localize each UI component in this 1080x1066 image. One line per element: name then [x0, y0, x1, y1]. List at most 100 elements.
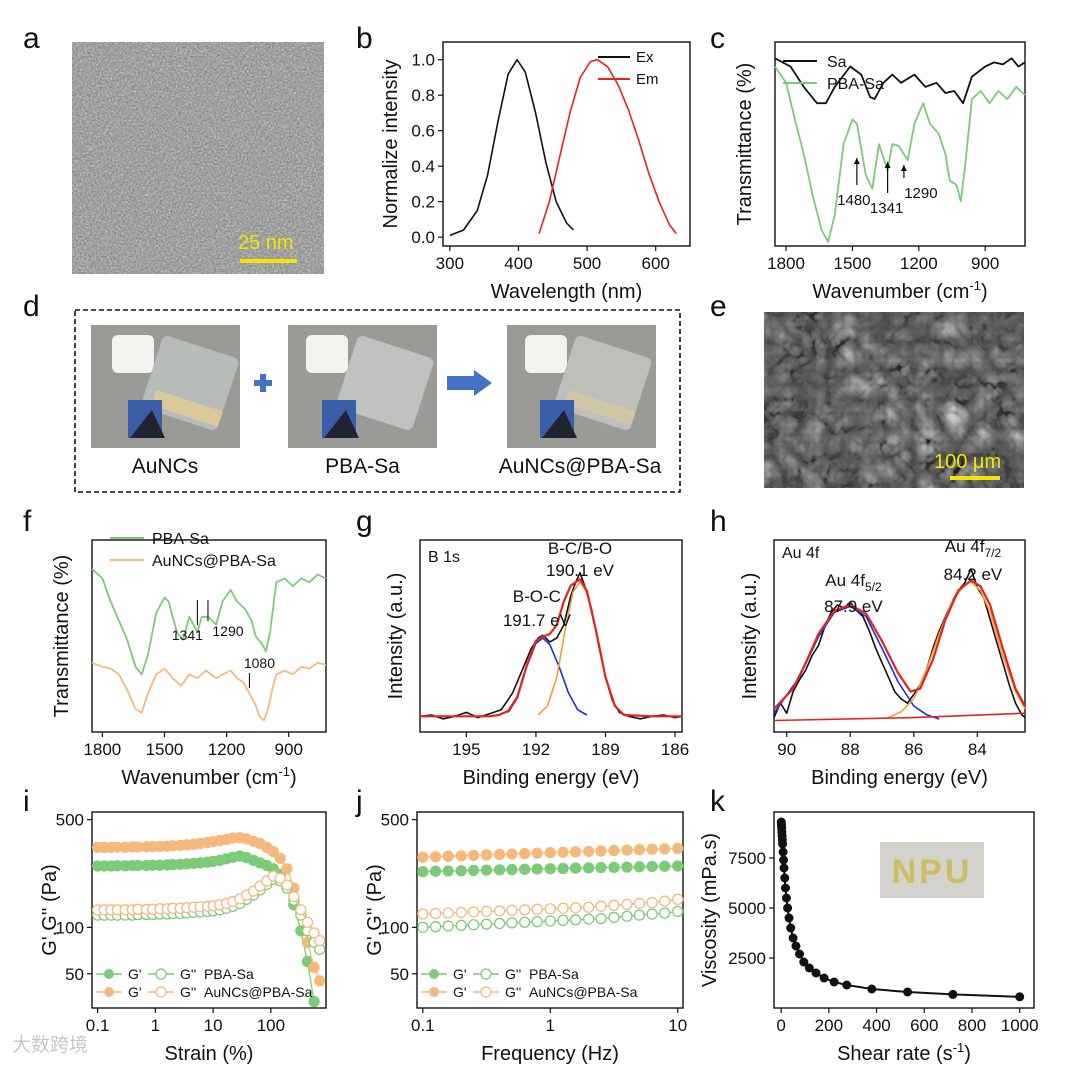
panel-label-f: f	[23, 505, 32, 538]
chart-title-g: B 1s	[428, 549, 460, 566]
panel-label-g: g	[356, 505, 373, 538]
series-g-pba-sa-point	[672, 905, 684, 918]
legend-label-j: G''	[505, 984, 521, 1000]
series-g-auncs-pba-sa-point	[646, 896, 658, 909]
photo-caption-pba-sa: PBA-Sa	[325, 455, 400, 478]
annotation-c: 1480	[837, 192, 870, 209]
plot-frame-g	[419, 539, 683, 733]
panel-e-scale-text: 100 μm	[934, 451, 1001, 473]
series-g-auncs-pba-sa-point	[455, 850, 467, 862]
legend-label-i: G''	[180, 966, 196, 982]
x-axis-label-h: Binding energy (eV)	[811, 767, 988, 789]
series-g-auncs-pba-sa-point	[506, 848, 518, 860]
y-axis-label-k: Viscosity (mPa.s)	[699, 833, 721, 987]
x-tick-label-h: 88	[841, 740, 860, 759]
chart-j: 0.1 1 10 50 100 500 Frequency (Hz) G',G'' (Pa) G…	[364, 811, 687, 1065]
x-tick-label-h: 90	[777, 740, 796, 759]
series-viscosity-point	[811, 968, 821, 978]
legend-marker-i	[155, 986, 167, 998]
x-tick-label-j: 10	[668, 1016, 687, 1035]
x-axis-label-j: Frequency (Hz)	[481, 1043, 619, 1065]
y-tick-label-b: 0.2	[411, 193, 435, 212]
series-g-auncs-pba-sa-point	[274, 852, 286, 865]
plot-frame-k	[773, 811, 1035, 1009]
legend-label-j: G'	[453, 966, 467, 982]
x-tick-label-i: 10	[204, 1016, 223, 1035]
series-viscosity-point	[804, 963, 814, 973]
y-tick-label-b: 0.0	[411, 228, 435, 247]
series-g-auncs-pba-sa-point	[569, 902, 582, 914]
y-axis-label-i: G',G'' (Pa)	[39, 864, 61, 955]
arrow-right-icon	[447, 370, 492, 396]
series-g-pba-sa-point	[557, 862, 569, 875]
x-tick-label-h: 86	[904, 740, 923, 759]
series-viscosity-point	[842, 980, 852, 990]
plus-icon	[254, 374, 272, 392]
series-g-auncs-pba-sa-point	[646, 843, 658, 855]
x-tick-label-i: 0.1	[86, 1016, 110, 1035]
series-g-pba-sa-point	[519, 863, 531, 875]
legend-marker-j	[480, 968, 492, 980]
series-viscosity-point	[948, 989, 958, 999]
x-tick-label-c: 1800	[767, 254, 805, 273]
legend-label-i: G''	[180, 984, 196, 1000]
series-g-auncs-pba-sa-point	[480, 905, 493, 918]
photo-caption-aunc-pba-sa: AuNCs@PBA-Sa	[498, 455, 662, 478]
series-viscosity-point	[799, 957, 809, 967]
y-tick-label-k: 5000	[728, 899, 766, 918]
series-viscosity-point	[784, 913, 794, 923]
series-g-auncs-pba-sa-point	[569, 846, 582, 858]
panel-a-tem-image: 25 nm	[72, 42, 324, 274]
x-tick-label-c: 1200	[900, 254, 938, 273]
series-g-auncs-pba-sa-point	[519, 847, 531, 860]
series-g-pba-sa-point	[582, 913, 595, 925]
legend-marker-j	[429, 969, 439, 979]
panel-label-h: h	[710, 505, 727, 538]
series-g-auncs-pba-sa-point	[442, 850, 454, 862]
panel-label-e: e	[710, 290, 727, 323]
y-tick-label-k: 2500	[728, 949, 766, 968]
series-g-pba-sa-point	[569, 862, 582, 874]
series-g-pba-sa-point	[417, 865, 429, 878]
series-g-pba-sa-point	[659, 907, 671, 919]
legend-label-i: G'	[128, 966, 142, 982]
series-g-auncs-pba-sa-point	[621, 898, 633, 911]
x-tick-label-k: 200	[815, 1016, 843, 1035]
series-viscosity-point	[795, 949, 805, 959]
series-g-pba-sa-point	[480, 864, 493, 876]
x-tick-label-b: 500	[573, 254, 601, 273]
legend-marker-i	[104, 987, 114, 997]
series-g-pba-sa-point	[506, 863, 518, 876]
series-g-pba-sa-point	[429, 921, 442, 933]
series-g-pba-sa-point	[608, 861, 620, 874]
y-axis-label-b: Normalize intensity	[380, 60, 402, 229]
legend-label-j: G''	[505, 966, 521, 982]
x-tick-label-g: 189	[591, 740, 619, 759]
series-g-auncs-pba-sa-point	[595, 900, 607, 912]
y-axis-label-h: Intensity (a.u.)	[739, 573, 761, 700]
x-tick-label-g: 195	[452, 740, 480, 759]
annotation-c: 1341	[870, 200, 903, 217]
legend-marker-i	[104, 969, 114, 979]
annotation-arrowhead-c	[900, 165, 907, 171]
series-g-pba-sa-point	[608, 911, 620, 924]
chart-k: 0 200 400 600 800 1000 2500 5000 7500 Shear rate …	[699, 811, 1039, 1065]
legend-label-c: Sa	[827, 54, 847, 71]
series-g-pba-sa-point	[506, 917, 518, 929]
series-g-auncs-pba-sa-point	[308, 961, 320, 974]
legend-label-b: Em	[636, 71, 659, 88]
series-g-auncs-pba-sa-point	[531, 903, 543, 915]
series-line-au-4f5-2	[773, 605, 940, 720]
annotation-h: Au 4f7/2	[945, 537, 1002, 560]
y-tick-label-i: 100	[56, 918, 84, 937]
panel-d-photo-box	[74, 309, 681, 493]
series-g-pba-sa-point	[493, 917, 506, 930]
legend-marker-j	[480, 986, 492, 998]
panel-label-b: b	[356, 22, 373, 55]
x-tick-label-g: 186	[661, 740, 689, 759]
series-g-pba-sa-point	[595, 861, 607, 874]
panel-k-inset-text: NPU	[892, 853, 973, 891]
series-viscosity-point	[779, 855, 789, 865]
series-viscosity-point	[780, 883, 790, 893]
annotation-arrowhead-c	[884, 162, 891, 168]
